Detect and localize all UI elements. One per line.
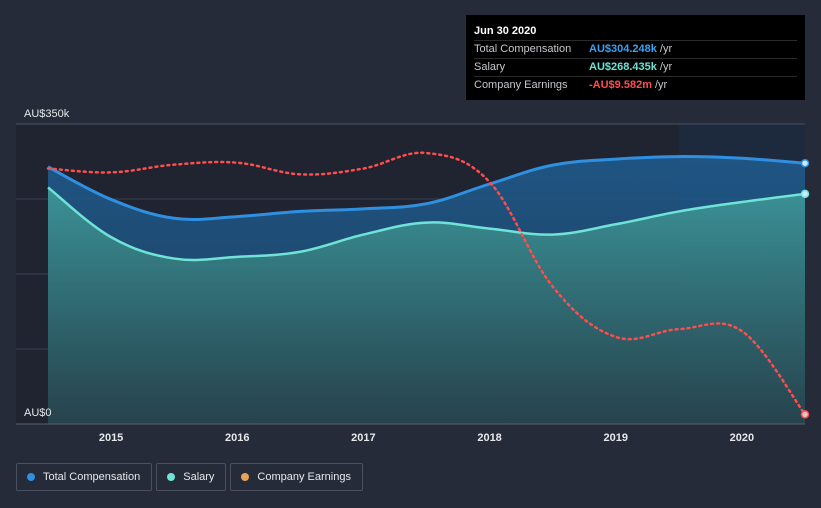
company-earnings-line bbox=[46, 151, 807, 416]
salary-area bbox=[48, 187, 805, 424]
total-compensation-marker bbox=[800, 158, 810, 168]
total-compensation-line bbox=[47, 155, 806, 221]
tooltip-label: Company Earnings bbox=[474, 79, 568, 91]
legend-label: Company Earnings bbox=[257, 471, 351, 483]
tooltip-value: -AU$9.582m bbox=[589, 79, 652, 91]
tooltip-date: Jun 30 2020 bbox=[474, 25, 537, 37]
salary-marker bbox=[800, 189, 810, 199]
salary-line bbox=[47, 186, 806, 262]
tooltip-unit: /yr bbox=[659, 43, 673, 55]
tooltip-unit: /yr bbox=[659, 61, 673, 73]
x-tick-label: 2015 bbox=[99, 432, 123, 444]
legend-dot-icon bbox=[27, 473, 35, 481]
legend-dot-icon bbox=[241, 473, 250, 481]
chart-legend: Total Compensation Salary Company Earnin… bbox=[16, 463, 363, 491]
tooltip-row-salary: Salary AU$268.435k /yr bbox=[474, 58, 797, 76]
legend-total-compensation[interactable]: Total Compensation bbox=[16, 463, 153, 491]
legend-salary[interactable]: Salary bbox=[156, 463, 227, 491]
legend-dot-icon bbox=[167, 473, 176, 481]
y-axis-top-label: AU$350k bbox=[24, 108, 70, 120]
x-tick-label: 2019 bbox=[604, 432, 628, 444]
tooltip-row-total: Total Compensation AU$304.248k /yr bbox=[474, 40, 797, 58]
legend-label: Salary bbox=[183, 471, 215, 483]
tooltip-value: AU$304.248k bbox=[589, 43, 657, 55]
y-axis-bottom-label: AU$0 bbox=[24, 407, 52, 419]
legend-label: Total Compensation bbox=[43, 471, 141, 483]
tooltip-label: Salary bbox=[474, 61, 506, 73]
x-tick-label: 2017 bbox=[351, 432, 375, 444]
x-tick-label: 2018 bbox=[477, 432, 501, 444]
x-tick-label: 2016 bbox=[225, 432, 249, 444]
data-tooltip: Jun 30 2020 Total Compensation AU$304.24… bbox=[466, 15, 805, 100]
tooltip-value: AU$268.435k bbox=[589, 61, 657, 73]
company-earnings-marker bbox=[800, 410, 810, 419]
x-tick-label: 2020 bbox=[730, 432, 754, 444]
tooltip-label: Total Compensation bbox=[474, 43, 572, 55]
legend-company-earnings[interactable]: Company Earnings bbox=[230, 463, 363, 491]
tooltip-unit: /yr bbox=[654, 79, 668, 91]
tooltip-row-earnings: Company Earnings -AU$9.582m /yr bbox=[474, 76, 797, 94]
